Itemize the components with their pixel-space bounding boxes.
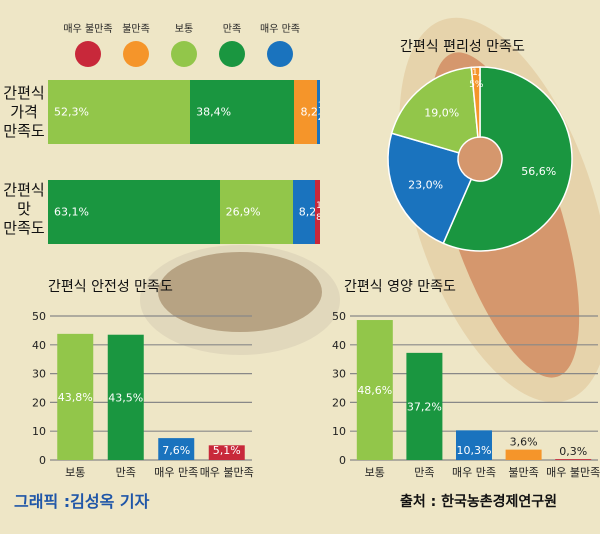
stacked-segment-satisfied: 63,1% (48, 180, 220, 244)
donut-slice-very-satisfied (387, 132, 473, 245)
y-tick-label: 0 (39, 454, 46, 467)
y-tick-label: 10 (32, 425, 46, 438)
legend-label: 불만족 (122, 24, 150, 35)
graphic-credit: 그래픽 :김성옥 기자 (14, 492, 150, 511)
legend-label: 매우 불만족 (63, 24, 113, 35)
bar (406, 352, 443, 460)
legend-item-very-dissatisfied: 매우 불만족 (58, 20, 118, 67)
donut-slice-label: 19,0% (424, 107, 459, 120)
donut-slice-label: 56,6% (521, 165, 556, 178)
segment-value-label: 1,2% (318, 100, 320, 124)
y-tick-label: 30 (332, 368, 346, 381)
bar-value-label: 43,5% (108, 391, 143, 404)
segment-value-label: 1,8% (316, 201, 320, 223)
stacked-segment-satisfied: 38,4% (190, 80, 295, 144)
segment-value-label: 8,2% (298, 205, 316, 219)
bar-value-label: 37,2% (407, 400, 442, 413)
x-tick-label: 만족 (414, 466, 434, 479)
nutrition-bar-chart: 0 10 20 30 40 50 48,6% 보통 37,2% 만족 10,3% 매우 만족 3,6% 불… (332, 310, 600, 479)
bar (107, 334, 144, 460)
bar (208, 445, 245, 460)
x-tick-label: 매우 불만족 (546, 466, 600, 479)
legend-label: 보통 (174, 24, 194, 35)
donut-slice-dissatisfied (470, 66, 481, 138)
y-tick-label: 30 (32, 368, 46, 381)
safety-bar-chart: 0 10 20 30 40 50 43,8% 보통 43,5% 만족 7,6% 매우 만족 5,1% 매우… (32, 310, 254, 479)
stacked-segment-very-satisfied: 8,2% (292, 180, 316, 244)
legend-swatch (75, 41, 101, 67)
safety-chart-title: 간편식 안전성 만족도 (48, 279, 173, 295)
legend-item-satisfied: 만족 (202, 20, 262, 67)
stacked-segment-neutral: 26,9% (219, 180, 293, 244)
stacked-segment-very-satisfied: 1,2% (316, 80, 320, 144)
stacked-segment-neutral: 52,3% (48, 80, 191, 144)
donut-slice-label: 23,0% (408, 178, 443, 191)
y-tick-label: 20 (32, 396, 46, 409)
segment-value-label: 38,4% (196, 105, 232, 119)
bar-value-label: 48,6% (357, 384, 392, 397)
bar-value-label: 43,8% (58, 391, 93, 404)
x-tick-label: 불만족 (508, 466, 538, 479)
stacked-segment-very-dissatisfied: 1,8% (315, 180, 320, 244)
segment-value-label: 26,9% (225, 205, 261, 219)
bar-value-label: 10,3% (457, 444, 492, 457)
x-tick-label: 매우 불만족 (200, 466, 254, 479)
nutrition-chart-title: 간편식 영양 만족도 (344, 279, 456, 295)
y-tick-label: 20 (332, 396, 346, 409)
donut-title: 간편식 편리성 만족도 (400, 39, 525, 55)
legend: 매우 불만족 불만족 보통 만족 매우 만족 (58, 20, 300, 70)
segment-value-label: 52,3% (54, 105, 89, 119)
bar (505, 449, 542, 460)
row-label-taste: 간편식 맛 만족도 (3, 181, 45, 237)
donut-slice-label: 1, (472, 68, 481, 78)
bar (456, 430, 492, 460)
donut-slice-satisfied (442, 66, 573, 252)
legend-item-very-satisfied: 매우 만족 (250, 20, 310, 67)
x-tick-label: 보통 (365, 466, 385, 479)
bar (555, 459, 592, 460)
bar (356, 320, 393, 460)
y-tick-label: 40 (332, 339, 346, 352)
bar-value-label: 3,6% (510, 436, 538, 449)
legend-swatch (219, 41, 245, 67)
stacked-bar-price: 52,3% 38,4% 8,2%1,2% (48, 80, 320, 144)
x-tick-label: 매우 만족 (154, 466, 198, 479)
legend-swatch (171, 41, 197, 67)
legend-item-dissatisfied: 불만족 (106, 20, 166, 67)
donut-chart: 56,6% 23,0% 19,0% 1, 5% (387, 66, 573, 252)
legend-swatch (267, 41, 293, 67)
legend-swatch (123, 41, 149, 67)
bar (158, 438, 195, 460)
x-tick-label: 매우 만족 (452, 466, 496, 479)
y-tick-label: 10 (332, 425, 346, 438)
source-credit: 출처 : 한국농촌경제연구원 (400, 494, 558, 510)
donut-slice-label: 5% (469, 80, 484, 90)
y-tick-label: 40 (32, 339, 46, 352)
row-label-price: 간편식 가격 만족도 (3, 84, 45, 140)
legend-label: 매우 만족 (260, 24, 300, 35)
bar (57, 333, 94, 460)
stacked-segment-dissatisfied: 8,2% (294, 80, 317, 144)
y-tick-label: 50 (332, 310, 346, 323)
segment-value-label: 8,2% (300, 105, 317, 119)
legend-label: 만족 (222, 24, 242, 35)
y-tick-label: 50 (32, 310, 46, 323)
x-tick-label: 만족 (116, 466, 136, 479)
bar-value-label: 7,6% (162, 444, 190, 457)
legend-item-neutral: 보통 (154, 20, 214, 67)
y-tick-label: 0 (339, 454, 346, 467)
segment-value-label: 63,1% (54, 205, 89, 219)
bar-value-label: 5,1% (213, 444, 241, 457)
donut-slice-neutral (390, 66, 479, 154)
bar-value-label: 0,3% (559, 445, 587, 458)
stacked-bar-taste: 63,1% 26,9% 8,2%1,8% (48, 180, 320, 244)
x-tick-label: 보통 (65, 466, 85, 479)
